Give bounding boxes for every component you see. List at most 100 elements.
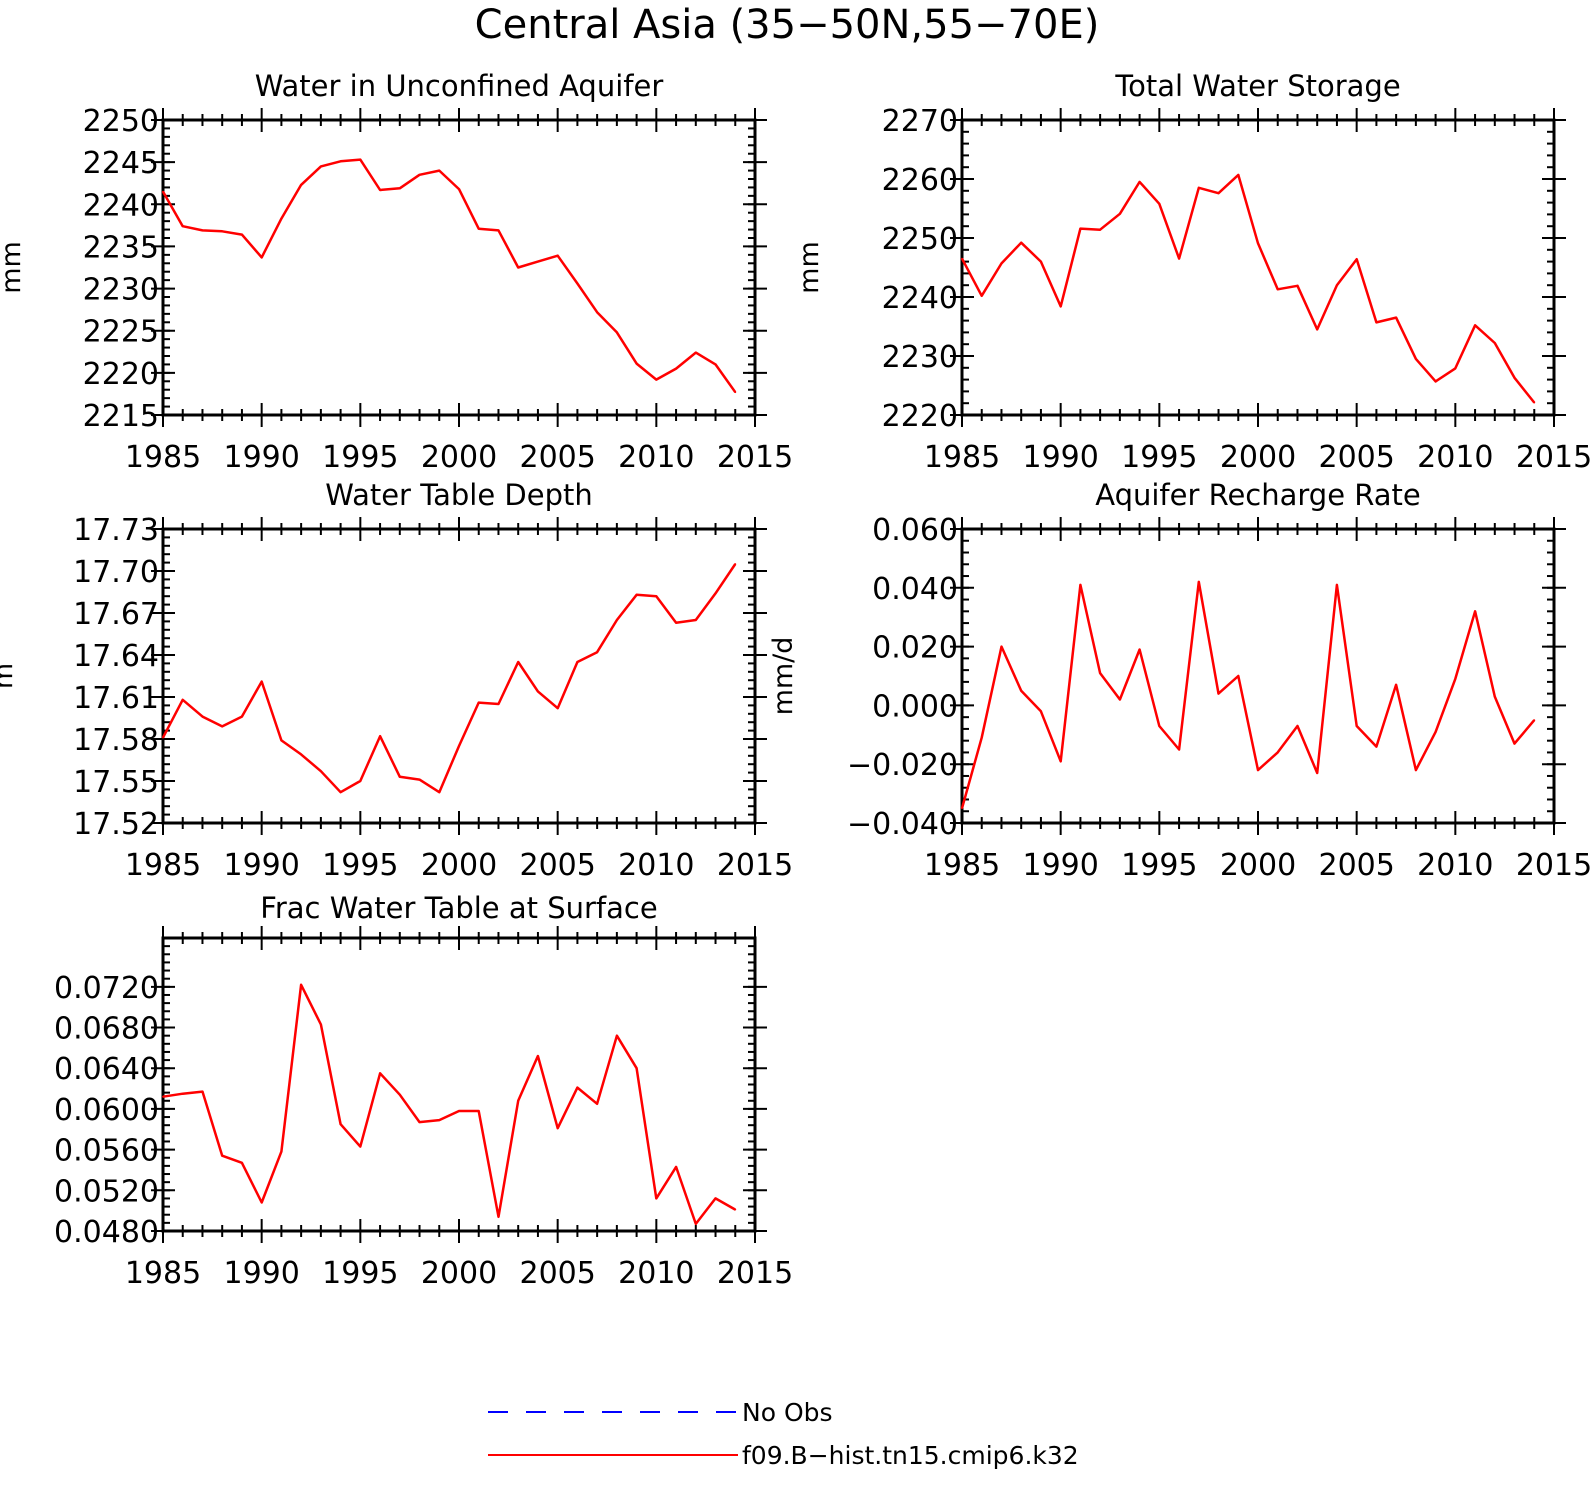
data-point — [694, 1223, 697, 1225]
panel-total-water-storage: Total Water Storage 1985 1990 1995 2000 2005… — [794, 69, 1592, 475]
data-point — [714, 592, 717, 595]
data-point — [359, 158, 362, 161]
x-tick-label: 2015 — [717, 440, 793, 475]
data-point — [320, 770, 322, 773]
data-point — [300, 753, 302, 756]
plot-frame — [960, 118, 1556, 417]
y-tick-label: 0.040 — [872, 572, 958, 607]
x-tick-label: 2010 — [618, 1256, 694, 1291]
data-point — [1493, 342, 1496, 344]
data-point — [1178, 257, 1180, 260]
x-tick-label: 2015 — [1516, 848, 1592, 883]
y-tick-label: 2245 — [83, 146, 159, 181]
y-tick-label: 0.0520 — [54, 1174, 159, 1209]
panel-title: Aquifer Recharge Rate — [1095, 478, 1421, 512]
data-point — [458, 1110, 460, 1112]
y-tick-label: 0.0720 — [54, 971, 159, 1006]
y-tick-label: 2240 — [83, 188, 159, 223]
data-point — [300, 983, 302, 986]
data-point — [655, 378, 658, 381]
figure-title: Central Asia (35−50N,55−70E) — [475, 2, 1100, 48]
data-point — [1178, 748, 1180, 751]
data-point — [418, 173, 421, 176]
data-point — [359, 780, 362, 782]
data-point — [1119, 212, 1121, 215]
x-tick-label: 2005 — [519, 440, 595, 475]
y-tick-label: 2215 — [83, 399, 159, 434]
data-point — [556, 254, 559, 257]
data-point — [1099, 228, 1101, 231]
x-tick-label: 1985 — [125, 848, 201, 883]
legend-label-model: f09.B−hist.tn15.cmip6.k32 — [742, 1441, 1079, 1470]
y-tick-label: 0.0480 — [54, 1215, 159, 1250]
panel-title: Total Water Storage — [1114, 69, 1400, 103]
data-point — [477, 227, 480, 230]
data-point — [1079, 227, 1082, 230]
data-point — [1099, 672, 1101, 674]
data-point — [1434, 380, 1437, 383]
data-point — [241, 1161, 243, 1164]
x-tick-label: 2000 — [421, 1256, 497, 1291]
data-point — [537, 690, 539, 693]
data-point — [675, 367, 677, 370]
y-tick-label: 2250 — [83, 104, 159, 139]
series-line-model — [960, 580, 1536, 809]
data-point — [438, 1119, 441, 1121]
y-tick-label: 2230 — [83, 273, 159, 308]
data-point — [1138, 648, 1141, 651]
y-tick-label: 0.060 — [872, 513, 958, 548]
data-point — [1415, 358, 1417, 360]
y-tick-label: 2240 — [882, 281, 958, 316]
data-point — [576, 282, 579, 285]
data-point — [694, 619, 697, 621]
data-point — [477, 701, 480, 704]
data-point — [1454, 678, 1457, 680]
x-tick-label: 1990 — [223, 1256, 299, 1291]
x-tick-label: 1990 — [1022, 848, 1098, 883]
data-point — [241, 233, 243, 236]
x-tick-label: 2005 — [1318, 440, 1394, 475]
data-point — [1059, 760, 1062, 763]
data-point — [260, 256, 263, 259]
data-point — [1355, 725, 1358, 727]
x-tick-label: 2000 — [1220, 848, 1296, 883]
plot-frame — [161, 118, 757, 417]
x-tick-label: 2005 — [1318, 848, 1394, 883]
series-line-model — [161, 563, 737, 794]
series-line-model — [960, 173, 1536, 404]
data-point — [221, 725, 224, 728]
data-point — [398, 187, 401, 190]
y-tick-label: 0.0560 — [54, 1134, 159, 1169]
y-tick-label: 2230 — [882, 340, 958, 375]
x-tick-label: 2015 — [1516, 440, 1592, 475]
panel-title: Water Table Depth — [325, 478, 593, 512]
data-point — [241, 715, 243, 718]
x-tick-label: 1995 — [1121, 848, 1197, 883]
x-tick-label: 1990 — [223, 440, 299, 475]
data-point — [1276, 751, 1279, 754]
y-tick-label: 2220 — [882, 399, 958, 434]
x-tick-label: 2005 — [519, 1256, 595, 1291]
x-tick-label: 2010 — [618, 848, 694, 883]
data-point — [655, 1197, 658, 1200]
x-tick-label: 2005 — [519, 848, 595, 883]
data-point — [260, 1201, 263, 1204]
data-point — [418, 778, 421, 781]
data-point — [596, 651, 598, 654]
data-point — [1119, 698, 1121, 701]
data-point — [1040, 260, 1042, 263]
data-point — [280, 1150, 283, 1153]
x-tick-label: 2010 — [618, 440, 694, 475]
data-point — [201, 715, 204, 718]
x-tick-label: 1985 — [924, 848, 1000, 883]
data-point — [1040, 710, 1042, 713]
data-point — [418, 1121, 421, 1123]
data-point — [497, 229, 500, 232]
data-point — [1276, 288, 1279, 291]
data-point — [1493, 695, 1496, 698]
data-point — [1434, 731, 1437, 733]
data-point — [980, 736, 983, 739]
x-tick-label: 1995 — [322, 848, 398, 883]
y-axis-label: mm/d — [768, 637, 799, 716]
